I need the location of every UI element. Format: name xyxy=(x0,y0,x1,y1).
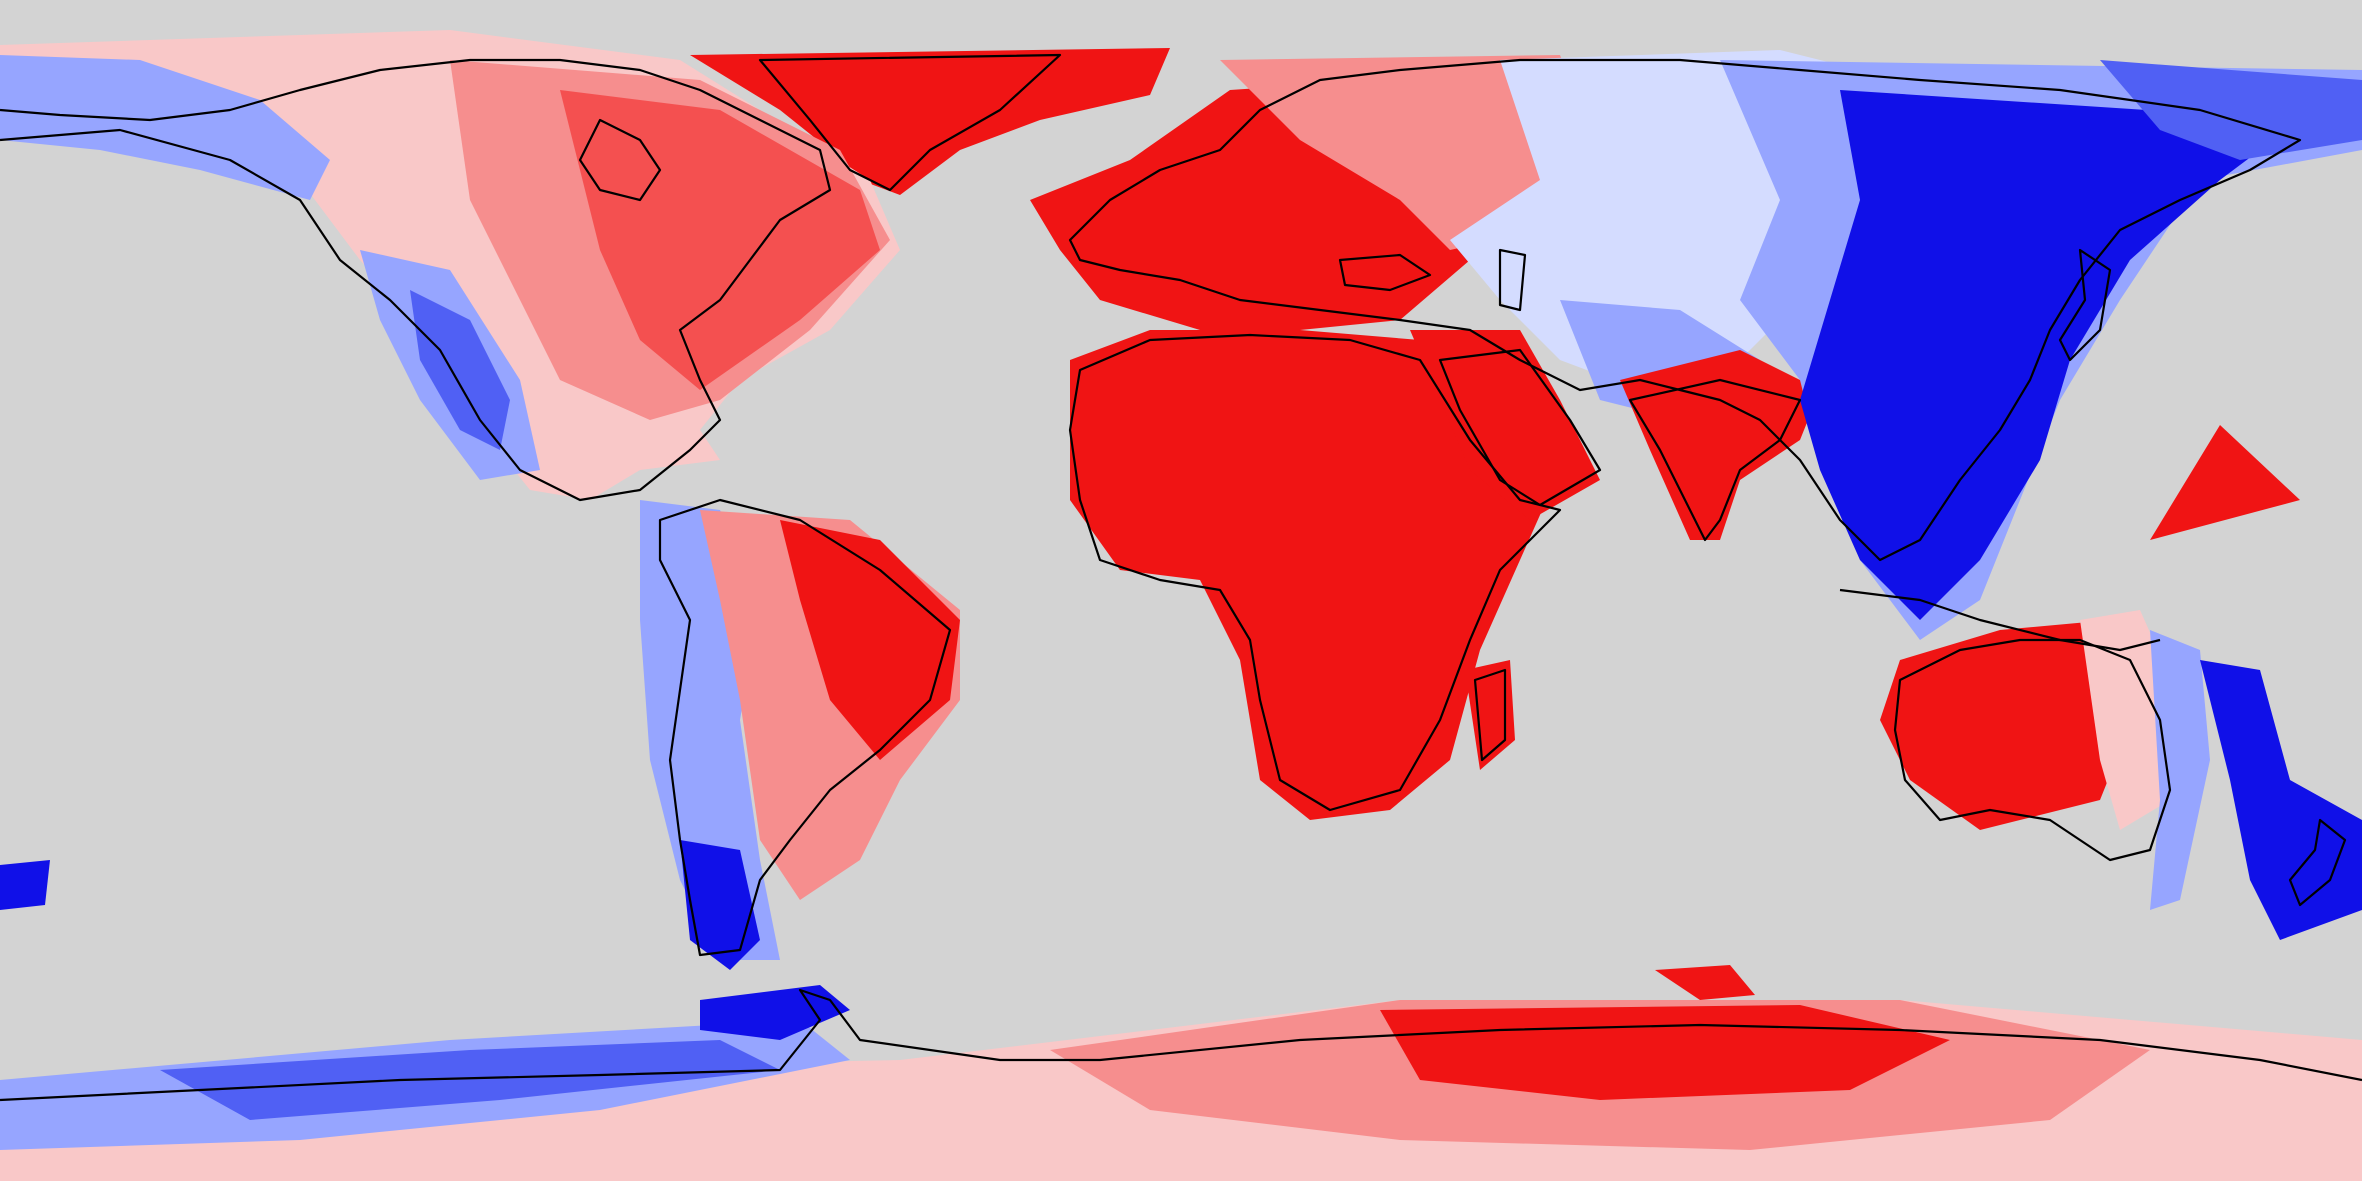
region-australia-east xyxy=(2150,630,2210,910)
region-africa xyxy=(1070,330,1560,820)
coastline-japan xyxy=(2058,248,2112,362)
coastline-greenland xyxy=(758,53,1062,192)
region-greenland xyxy=(690,48,1170,195)
region-europe-north xyxy=(1220,55,1600,250)
region-siberia-east xyxy=(2100,60,2362,160)
region-alaska xyxy=(0,55,330,200)
region-arabia xyxy=(1410,330,1600,520)
region-australia-west xyxy=(1880,620,2140,830)
coastline-hudson-bay xyxy=(578,118,662,202)
region-antarctic-peninsula xyxy=(700,985,850,1040)
region-antarctica-west-core xyxy=(160,1040,780,1120)
region-south-america-east-core xyxy=(780,520,960,760)
coastline-indonesia xyxy=(1839,588,2161,652)
coastline-black-sea xyxy=(1338,253,1432,292)
coastlines xyxy=(0,53,2362,1102)
region-pacific-triangle xyxy=(2150,425,2300,540)
region-patagonia xyxy=(680,840,760,970)
coastline-arabia xyxy=(1438,348,1602,507)
region-india xyxy=(1620,350,1820,540)
region-east-asia xyxy=(1800,90,2300,620)
region-new-zealand xyxy=(2200,660,2362,940)
coastline-new-zealand xyxy=(2288,818,2347,907)
coastline-north-america xyxy=(0,58,832,502)
coastline-australia xyxy=(1893,638,2172,862)
coastline-africa xyxy=(1068,333,1562,812)
region-kerguelen-patch xyxy=(1655,965,1755,1000)
coastline-india xyxy=(1628,378,1802,542)
region-west-pacific-patch xyxy=(0,860,50,910)
coastline-antarctica xyxy=(0,988,2362,1102)
coastline-caspian-sea xyxy=(1498,248,1527,312)
coastline-south-america xyxy=(658,498,952,957)
region-north-america-east-core xyxy=(560,90,880,390)
anomaly-field xyxy=(0,30,2362,1181)
coastline-eurasia xyxy=(1068,58,2302,562)
region-north-america-west-core xyxy=(410,290,510,450)
coastline-madagascar xyxy=(1473,668,1507,762)
